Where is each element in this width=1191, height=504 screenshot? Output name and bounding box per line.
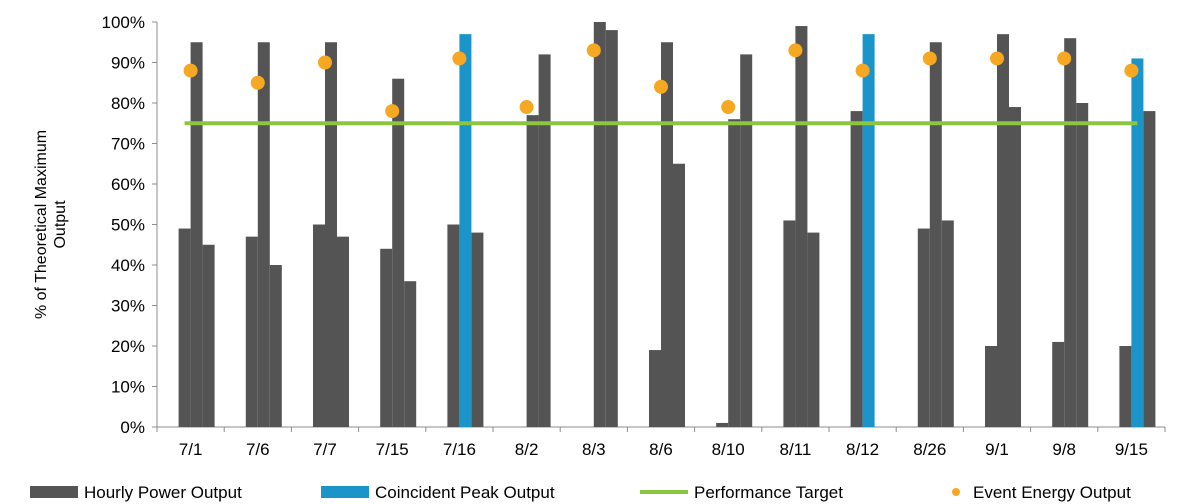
x-tick-label: 9/8 [1052, 440, 1076, 459]
hourly-bar [941, 220, 954, 427]
event-point [721, 100, 736, 115]
hourly-bar [471, 232, 484, 427]
y-axis-title: % of Theoretical Maximum Output [33, 130, 69, 319]
hourly-bar [404, 281, 417, 427]
y-tick-label: 50% [111, 216, 145, 235]
x-tick-label: 7/15 [376, 440, 409, 459]
hourly-bar [380, 248, 393, 427]
x-tick-label: 9/15 [1115, 440, 1148, 459]
hourly-bar [313, 224, 325, 427]
peak-bar [862, 34, 875, 428]
hourly-bar [728, 119, 741, 427]
hourly-bar [716, 422, 729, 427]
peak-bar [459, 34, 472, 428]
y-tick-label: 100% [102, 13, 145, 32]
x-tick-label: 8/3 [582, 440, 606, 459]
hourly-bar [740, 54, 753, 428]
x-tick-label: 8/12 [846, 440, 879, 459]
event-point [922, 51, 937, 66]
x-tick-label: 7/6 [246, 440, 270, 459]
y-tick-label: 10% [111, 378, 145, 397]
event-point [318, 55, 332, 70]
hourly-bar [447, 224, 460, 427]
hourly-bar [392, 78, 405, 427]
event-point [1124, 63, 1139, 78]
event-point [788, 43, 803, 58]
hourly-bar [593, 22, 606, 427]
event-point [385, 104, 400, 119]
y-tick-label: 40% [111, 256, 145, 275]
hourly-bar [929, 42, 942, 427]
hourly-bar [190, 42, 203, 427]
hourly-bar [649, 350, 661, 427]
hourly-bar [985, 346, 997, 427]
x-tick-label: 8/11 [779, 440, 811, 459]
y-axis-title-line: Output [52, 200, 69, 249]
hourly-bar [269, 265, 282, 427]
hourly-bar [245, 236, 258, 427]
x-tick-label: 9/1 [985, 440, 1009, 459]
x-tick-label: 8/2 [515, 440, 539, 459]
y-tick-label: 30% [111, 297, 145, 316]
legend-swatch [30, 486, 78, 498]
y-tick-label: 80% [111, 94, 145, 113]
hourly-bar [850, 111, 863, 427]
hourly-bar [1076, 103, 1089, 427]
x-tick-label: 8/10 [712, 440, 745, 459]
y-tick-label: 90% [111, 54, 145, 73]
hourly-bar [257, 42, 270, 427]
plot-area: 0% 10% 20% 30% 40% 50% 60% 70% 80% 90% 100% 7/1 7/6 7… [102, 13, 1166, 459]
event-point [250, 75, 265, 90]
event-point [990, 51, 1004, 66]
y-tick-label: 0% [120, 418, 145, 437]
hourly-bar [917, 228, 930, 427]
hourly-bar [673, 163, 685, 427]
hourly-bar [526, 115, 539, 428]
hourly-bar [997, 34, 1009, 428]
legend: Hourly Power Output Coincident Peak Outpu… [30, 483, 1131, 502]
hourly-bar [795, 26, 808, 428]
hourly-bar [1143, 111, 1156, 427]
hourly-bar [325, 42, 337, 427]
y-tick-label: 60% [111, 175, 145, 194]
y-tick-label: 70% [111, 135, 145, 154]
y-axis-title-line: % of Theoretical Maximum [33, 130, 50, 319]
hourly-bar [1064, 38, 1077, 427]
event-point [452, 51, 467, 66]
y-tick-label: 20% [111, 337, 145, 356]
x-tick-label: 7/1 [179, 440, 203, 459]
hourly-bar [202, 244, 215, 427]
hourly-bar [1009, 107, 1021, 428]
event-point [586, 43, 601, 58]
x-tick-label: 8/6 [649, 440, 673, 459]
x-tick-label: 8/26 [913, 440, 946, 459]
event-point [183, 63, 198, 78]
legend-swatch [952, 488, 960, 496]
legend-label: Event Energy Output [973, 483, 1131, 502]
peak-bar [1131, 58, 1144, 427]
hourly-bar [661, 42, 673, 427]
legend-swatch [321, 486, 369, 498]
hourly-bar [783, 220, 796, 427]
x-tick-label: 7/7 [313, 440, 337, 459]
hourly-bar [1119, 346, 1132, 427]
hourly-bar [605, 30, 618, 427]
hourly-bar [1052, 341, 1065, 427]
legend-label: Performance Target [694, 483, 843, 502]
hourly-bar [337, 236, 349, 427]
hourly-bar [178, 228, 191, 427]
hourly-bar [807, 232, 820, 427]
event-point [519, 100, 534, 115]
x-tick-label: 7/16 [443, 440, 476, 459]
hourly-bar [538, 54, 551, 428]
event-point [1057, 51, 1072, 66]
event-point [855, 63, 870, 78]
event-point [654, 79, 668, 94]
legend-label: Coincident Peak Output [375, 483, 555, 502]
legend-label: Hourly Power Output [84, 483, 242, 502]
